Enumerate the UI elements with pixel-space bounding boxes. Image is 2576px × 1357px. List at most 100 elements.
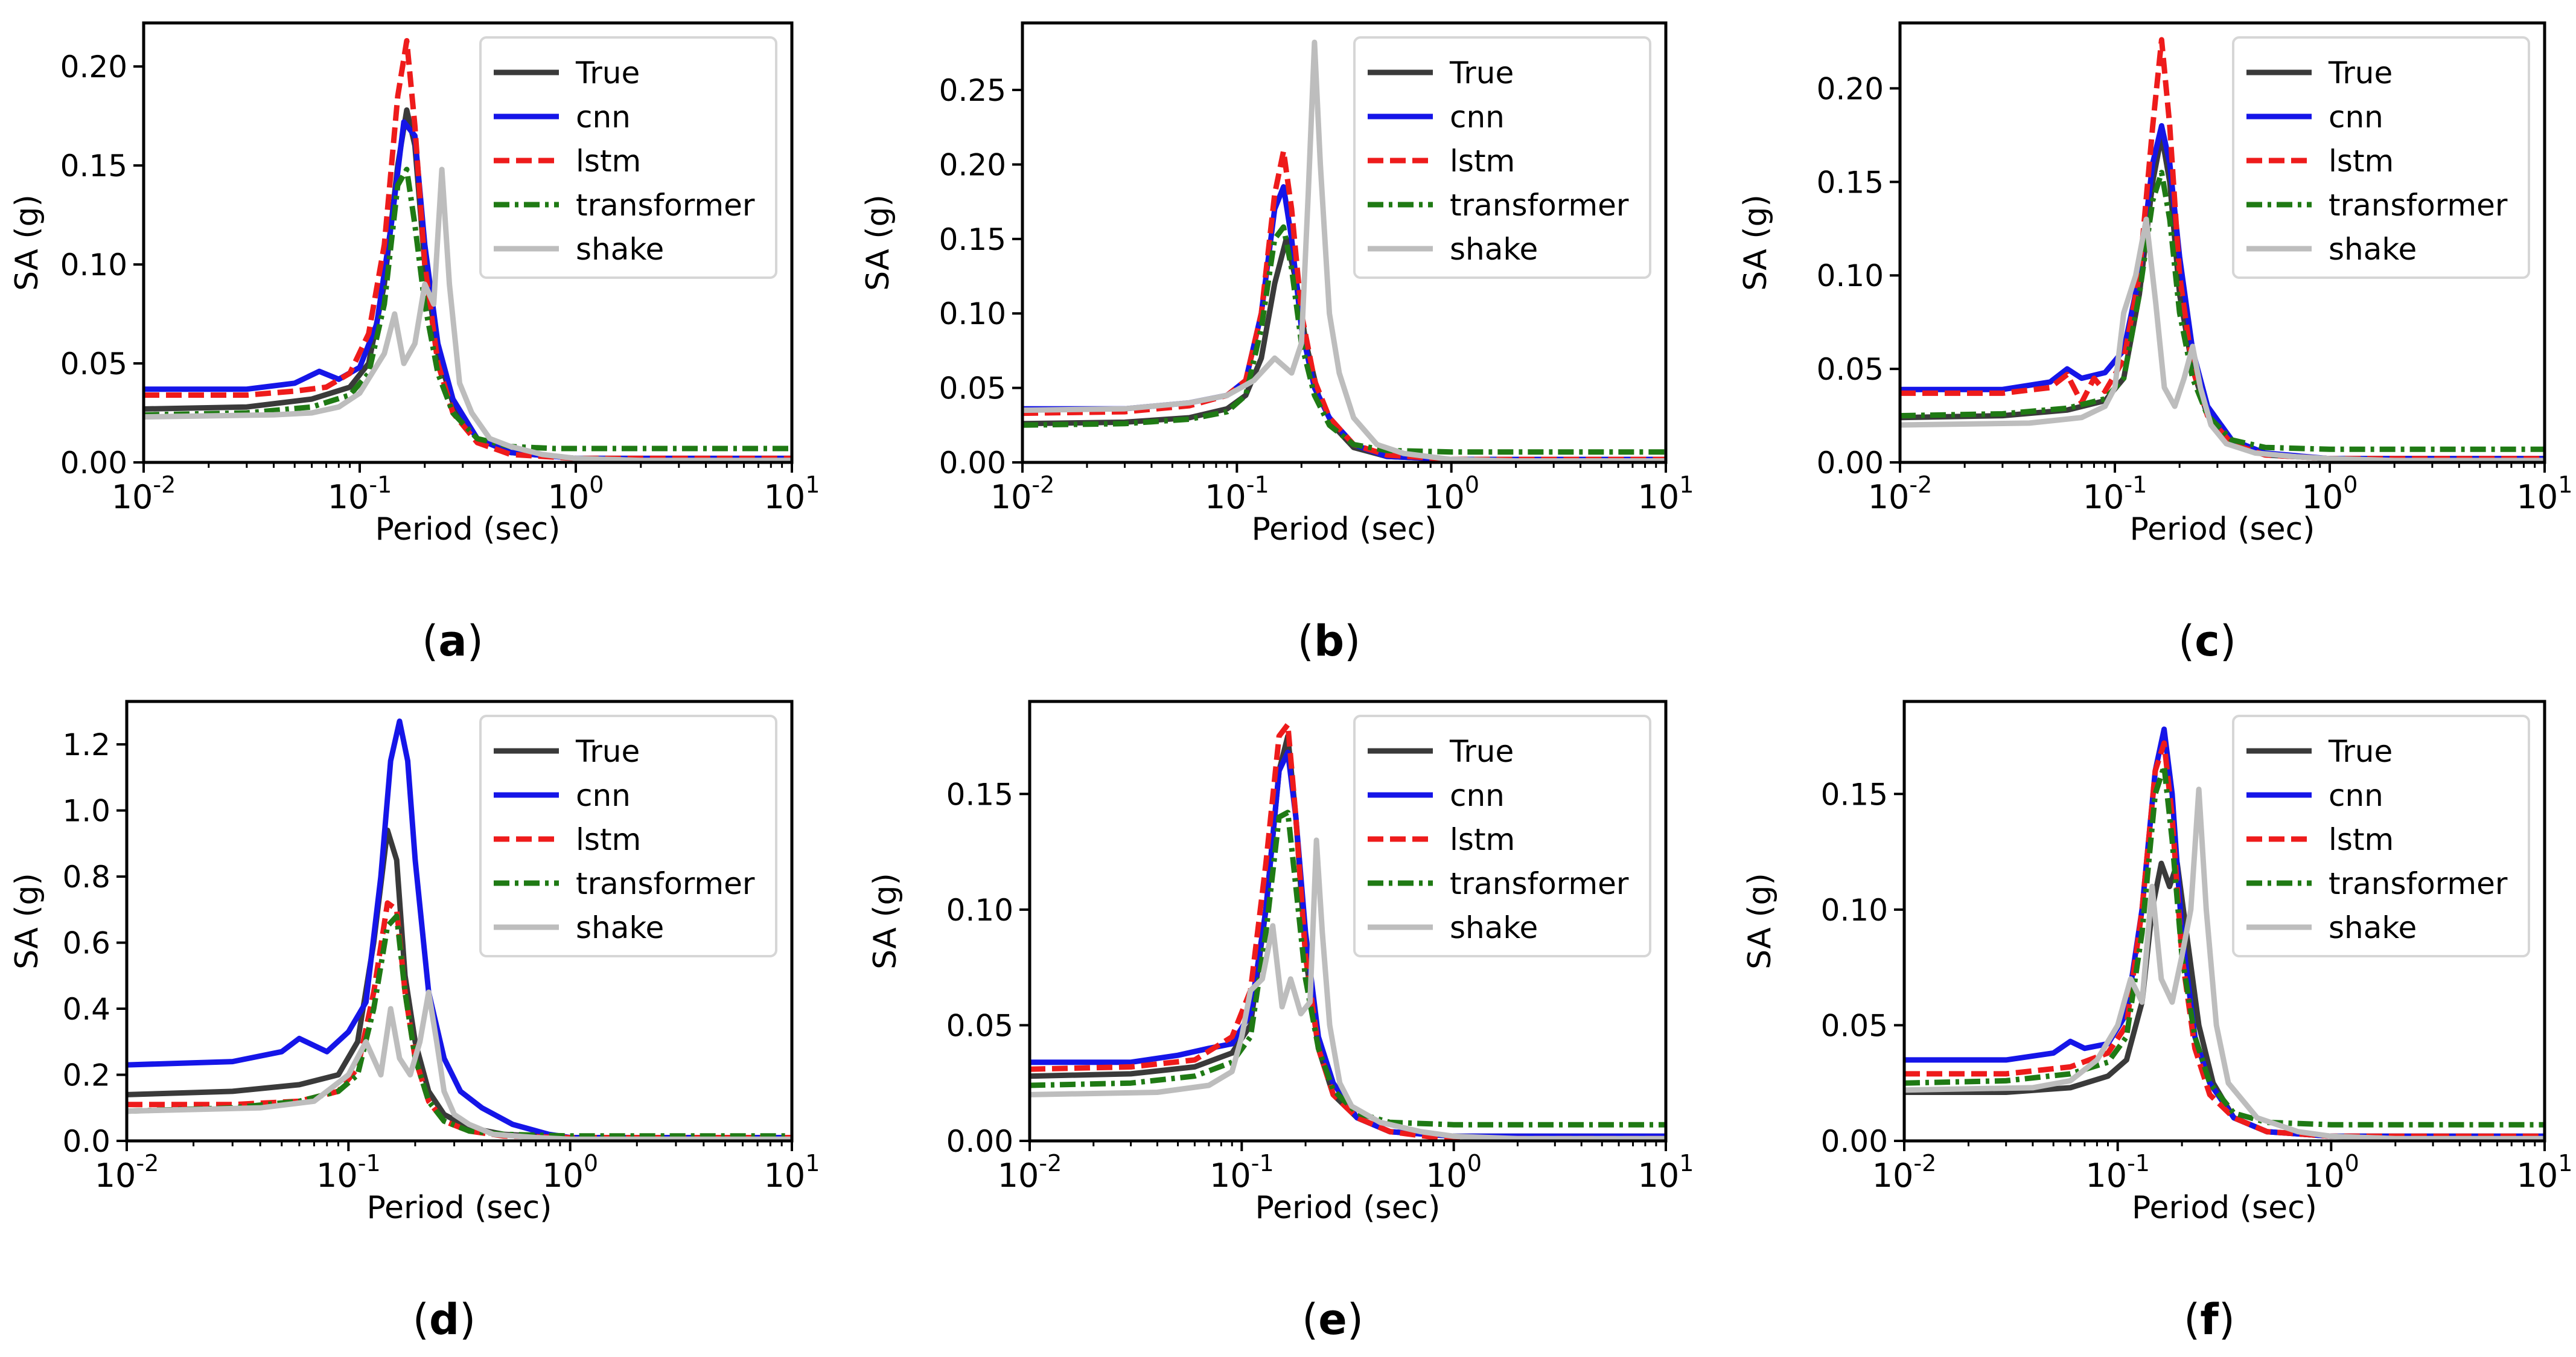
axes-frame xyxy=(1898,21,2546,464)
panel-label: (f) xyxy=(2184,1295,2235,1344)
legend-label: shake xyxy=(1450,910,1538,945)
legend-label: lstm xyxy=(1450,822,1515,857)
panel-label-letter: a xyxy=(438,616,467,666)
x-tick-label: 10-2 xyxy=(990,471,1055,516)
chart-panel-b: 10-2 10-1 100 1010.000.050.100.150.200.25Pe… xyxy=(860,21,1694,666)
x-tick-exponent: -1 xyxy=(369,471,392,498)
y-tick-label: 0.6 xyxy=(62,926,110,961)
legend-label: True xyxy=(2328,734,2393,769)
legend-label: True xyxy=(1449,734,1514,769)
x-tick-label: 100 xyxy=(2303,1150,2359,1195)
x-tick-label: 10-1 xyxy=(1210,1150,1274,1195)
y-tick-label: 0.10 xyxy=(939,296,1006,331)
series-line-transformer xyxy=(144,167,792,452)
x-tick-base: 10 xyxy=(95,1157,136,1195)
panel-label-open: ( xyxy=(413,1295,429,1344)
legend-label: True xyxy=(1449,56,1514,91)
x-tick-exponent: -2 xyxy=(1909,471,1932,498)
x-axis-label: Period (sec) xyxy=(1255,1190,1441,1226)
legend-label: cnn xyxy=(1450,778,1505,813)
x-tick-exponent: -2 xyxy=(1031,471,1054,498)
axes-frame xyxy=(142,21,794,464)
panel-label: (a) xyxy=(422,616,483,666)
x-tick-label: 100 xyxy=(2302,471,2358,516)
y-tick-label: 0.20 xyxy=(60,49,127,85)
chart-panel-a: 10-2 10-1 100 1010.000.050.100.150.20Period… xyxy=(9,21,820,666)
panel-label-letter: d xyxy=(429,1295,459,1344)
x-tick-exponent: 0 xyxy=(2343,471,2358,498)
x-tick-exponent: 1 xyxy=(805,471,820,498)
series-line-cnn xyxy=(127,718,792,1140)
y-tick-label: 0.20 xyxy=(1817,71,1884,106)
x-tick-label: 101 xyxy=(2517,1150,2573,1195)
x-tick-label: 100 xyxy=(548,471,604,516)
series-group xyxy=(127,718,792,1141)
y-tick-label: 0.10 xyxy=(946,893,1013,928)
x-tick-exponent: -1 xyxy=(2124,471,2147,498)
panel-label-close: ) xyxy=(1347,1295,1363,1344)
x-tick-base: 10 xyxy=(2083,478,2125,516)
panel-label-open: ( xyxy=(1298,616,1314,666)
legend-label: True xyxy=(575,734,640,769)
legend-label: lstm xyxy=(576,822,641,857)
series-line-lstm xyxy=(1030,721,1666,1141)
panel-label: (b) xyxy=(1298,616,1361,666)
x-tick-base: 10 xyxy=(1205,478,1246,516)
legend: True cnn lstm transformer shake xyxy=(2232,715,2530,957)
x-tick-exponent: 0 xyxy=(2345,1150,2359,1177)
x-tick-exponent: -1 xyxy=(1251,1150,1274,1177)
legend-label: transformer xyxy=(1450,188,1629,223)
x-tick-base: 10 xyxy=(316,1157,358,1195)
legend-label: transformer xyxy=(576,188,755,223)
y-tick-label: 1.2 xyxy=(62,727,110,762)
legend-label: cnn xyxy=(2329,100,2383,135)
legend-label: shake xyxy=(2329,910,2417,945)
series-group xyxy=(144,38,792,462)
x-tick-exponent: 0 xyxy=(589,471,604,498)
series-line-shake xyxy=(1900,216,2545,462)
series-group xyxy=(1904,726,2545,1141)
x-tick-label: 10-2 xyxy=(998,1150,1062,1195)
panel-label-open: ( xyxy=(1302,1295,1318,1344)
x-tick-exponent: 1 xyxy=(2558,1150,2572,1177)
series-line-shake xyxy=(127,989,792,1141)
x-tick-exponent: 0 xyxy=(1467,1150,1482,1177)
x-axis-label: Period (sec) xyxy=(367,1190,552,1226)
y-axis-label: SA (g) xyxy=(1738,194,1774,291)
legend-label: transformer xyxy=(2329,866,2508,901)
panel-label-open: ( xyxy=(422,616,438,666)
legend-label: lstm xyxy=(576,144,641,179)
x-tick-label: 101 xyxy=(1638,471,1694,516)
x-tick-base: 10 xyxy=(990,478,1032,516)
legend-box xyxy=(2232,36,2530,279)
y-tick-label: 0.8 xyxy=(62,860,110,895)
x-tick-label: 10-1 xyxy=(2085,1150,2150,1195)
panel-label: (c) xyxy=(2178,616,2236,666)
legend-label: cnn xyxy=(2329,778,2383,813)
y-axis-label: SA (g) xyxy=(9,873,45,969)
y-tick-label: 0.25 xyxy=(939,73,1006,108)
x-tick-label: 10-1 xyxy=(328,471,392,516)
panel-label-open: ( xyxy=(2184,1295,2200,1344)
x-tick-exponent: -2 xyxy=(1913,1150,1936,1177)
x-tick-base: 10 xyxy=(2517,478,2558,516)
x-axis-label: Period (sec) xyxy=(1252,511,1437,548)
axes-frame xyxy=(1028,700,1668,1143)
x-tick-label: 10-2 xyxy=(1868,471,1933,516)
x-tick-label: 10-1 xyxy=(1205,471,1269,516)
y-tick-label: 0.0 xyxy=(62,1124,110,1159)
x-tick-base: 10 xyxy=(764,478,806,516)
y-axis-label: SA (g) xyxy=(1742,873,1778,969)
y-tick-label: 0.10 xyxy=(1821,893,1888,928)
series-line-transformer xyxy=(1900,170,2545,452)
y-tick-label: 0.20 xyxy=(939,147,1006,182)
y-tick-label: 0.05 xyxy=(939,371,1006,406)
x-tick-base: 10 xyxy=(112,478,153,516)
series-line-shake xyxy=(1030,837,1666,1141)
panel-label-close: ) xyxy=(459,1295,476,1344)
y-tick-label: 1.0 xyxy=(62,794,110,829)
x-tick-label: 100 xyxy=(1426,1150,1482,1195)
panel-label-close: ) xyxy=(467,616,483,666)
series-line-transformer xyxy=(1022,224,1666,455)
x-tick-exponent: -1 xyxy=(358,1150,381,1177)
